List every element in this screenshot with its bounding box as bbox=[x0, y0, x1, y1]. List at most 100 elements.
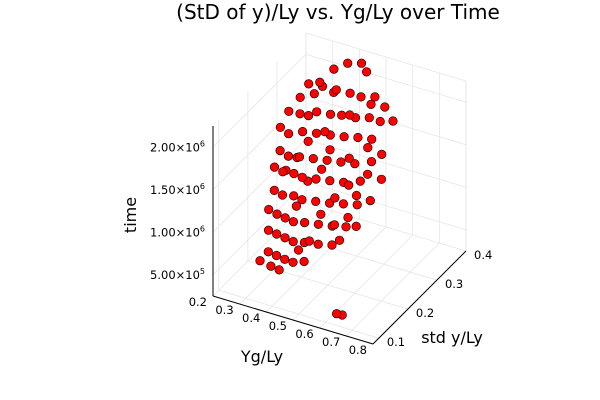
data-point bbox=[388, 116, 398, 126]
x-tick-label: 0.7 bbox=[322, 335, 340, 349]
data-point bbox=[317, 164, 327, 174]
data-point bbox=[334, 235, 345, 245]
data-point bbox=[313, 219, 324, 229]
data-point bbox=[272, 229, 282, 239]
y-tick-label: 0.2 bbox=[416, 306, 434, 320]
data-point bbox=[284, 106, 294, 116]
data-point bbox=[362, 67, 372, 77]
data-point bbox=[311, 196, 321, 206]
data-point bbox=[356, 58, 367, 68]
data-point bbox=[350, 159, 360, 169]
data-point bbox=[295, 92, 305, 102]
data-point bbox=[299, 256, 309, 267]
data-point bbox=[339, 132, 349, 142]
data-point bbox=[316, 209, 326, 219]
data-point bbox=[353, 132, 363, 143]
data-point bbox=[345, 88, 355, 98]
data-point bbox=[344, 153, 354, 163]
z-axis-label: time bbox=[121, 197, 140, 233]
data-point bbox=[327, 240, 337, 250]
z-tick-label: 2.00×106 bbox=[150, 139, 205, 154]
x-tick-label: 0.8 bbox=[349, 343, 367, 357]
data-point bbox=[315, 77, 325, 87]
grid-line-y-floor bbox=[305, 202, 467, 252]
grid-line-y-floor bbox=[247, 260, 408, 310]
data-point bbox=[338, 199, 349, 209]
data-point bbox=[380, 102, 390, 112]
data-point bbox=[303, 110, 314, 121]
y-tick-label: 0.1 bbox=[387, 335, 405, 349]
data-point bbox=[325, 176, 335, 186]
data-point bbox=[263, 247, 273, 257]
data-point bbox=[304, 79, 314, 89]
data-point bbox=[284, 129, 294, 139]
data-point bbox=[272, 209, 282, 219]
x-tick-label: 0.6 bbox=[295, 327, 313, 341]
z-tick-label: 1.50×106 bbox=[150, 182, 205, 197]
data-point bbox=[313, 239, 323, 249]
grid-line-x-floor bbox=[266, 218, 360, 313]
grid-line-x-floor bbox=[346, 242, 440, 337]
data-point bbox=[363, 143, 373, 153]
data-point bbox=[351, 221, 361, 231]
data-point bbox=[277, 190, 288, 200]
data-point bbox=[278, 167, 288, 177]
y-axis-line bbox=[372, 250, 467, 345]
data-point bbox=[298, 127, 308, 137]
data-point bbox=[351, 190, 362, 201]
data-point bbox=[365, 196, 375, 206]
data-point bbox=[325, 145, 335, 155]
data-point bbox=[329, 64, 339, 74]
x-tick-label: 0.5 bbox=[269, 319, 287, 333]
grid-line-x-floor bbox=[212, 202, 307, 297]
grid-line-y-floor bbox=[218, 289, 379, 339]
data-point bbox=[367, 134, 377, 144]
data-point bbox=[269, 162, 280, 172]
data-point bbox=[366, 157, 377, 167]
x-tick-label: 0.3 bbox=[215, 303, 233, 317]
data-point bbox=[289, 168, 299, 179]
data-point bbox=[332, 309, 342, 319]
data-point bbox=[366, 99, 376, 109]
grid-edge bbox=[305, 32, 467, 82]
data-point bbox=[376, 174, 387, 184]
data-point bbox=[297, 195, 307, 205]
z-tick-label: 5.00×105 bbox=[150, 267, 205, 282]
grid-line-z bbox=[212, 53, 307, 148]
data-point bbox=[264, 204, 274, 215]
data-point bbox=[341, 222, 351, 232]
data-point bbox=[275, 122, 286, 132]
data-point bbox=[370, 92, 380, 102]
data-point bbox=[336, 157, 346, 167]
grid-line-y-floor bbox=[276, 231, 438, 281]
data-point bbox=[312, 107, 322, 117]
data-point bbox=[356, 92, 366, 102]
z-tick-label: 1.00×106 bbox=[150, 224, 205, 239]
data-point bbox=[274, 265, 284, 275]
data-point bbox=[311, 174, 321, 184]
x-tick-label: 0.2 bbox=[189, 295, 207, 309]
data-point bbox=[329, 220, 340, 230]
y-tick-label: 0.3 bbox=[445, 277, 463, 291]
data-point bbox=[345, 110, 355, 120]
data-point bbox=[344, 180, 354, 190]
data-point bbox=[330, 193, 340, 203]
data-point bbox=[320, 127, 330, 137]
grid-line-z-back bbox=[305, 53, 467, 103]
data-point bbox=[269, 185, 279, 195]
data-point bbox=[297, 172, 307, 182]
data-point bbox=[352, 200, 362, 210]
data-point bbox=[280, 233, 290, 243]
data-point bbox=[271, 250, 282, 261]
data-point bbox=[355, 176, 365, 186]
data-point bbox=[288, 217, 299, 227]
data-point bbox=[280, 254, 290, 264]
data-point bbox=[337, 110, 347, 120]
data-point bbox=[322, 155, 332, 165]
data-point bbox=[266, 261, 276, 271]
data-point bbox=[255, 256, 265, 266]
data-point bbox=[308, 154, 318, 164]
data-point bbox=[331, 85, 341, 95]
x-axis-label: Yg/Ly bbox=[240, 347, 283, 366]
